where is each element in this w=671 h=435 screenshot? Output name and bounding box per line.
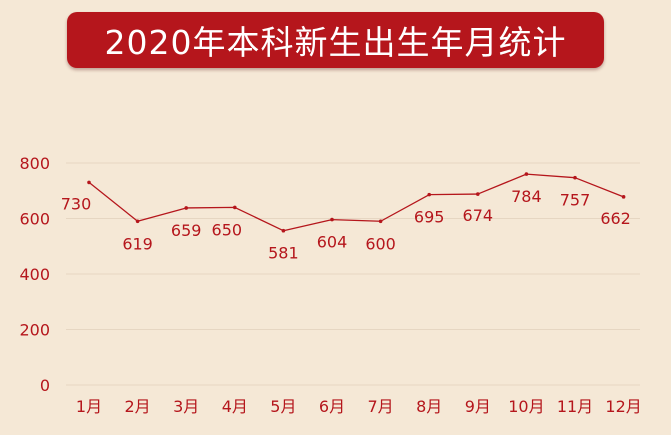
data-point (621, 195, 626, 199)
grid-lines (66, 162, 640, 386)
data-label: 784 (511, 187, 542, 206)
data-label: 757 (560, 191, 591, 210)
data-point (184, 206, 188, 210)
x-tick-label: 2月 (125, 397, 151, 416)
data-label: 650 (212, 220, 243, 239)
data-point (476, 192, 480, 196)
data-label: 695 (414, 208, 445, 227)
data-label: 674 (463, 206, 494, 225)
x-tick-label: 7月 (368, 397, 394, 416)
data-labels: 730 619 659 650 581 604 600 695 674 784 757 662 (61, 187, 631, 263)
x-tick-label: 11月 (557, 397, 593, 416)
x-tick-label: 9月 (465, 397, 491, 416)
data-label: 659 (171, 221, 202, 240)
y-tick-label: 800 (19, 154, 50, 173)
chart-title: 2020年本科新生出生年月统计 (104, 23, 567, 62)
data-point (330, 217, 334, 222)
data-point (573, 175, 577, 180)
data-label: 604 (317, 233, 348, 252)
data-label: 662 (600, 209, 631, 228)
title-banner: 2020年本科新生出生年月统计 (67, 12, 604, 68)
data-point (427, 192, 432, 197)
data-point (135, 219, 140, 224)
series-line (88, 173, 624, 232)
x-tick-label: 8月 (416, 397, 442, 416)
data-point (524, 172, 529, 176)
data-points (87, 172, 626, 233)
y-tick-label: 0 (40, 376, 50, 395)
x-axis-ticks: 1月 2月 3月 4月 5月 6月 7月 8月 9月 10月 11月 12月 (76, 397, 642, 416)
data-point (233, 205, 237, 210)
y-axis-ticks: 0 200 400 600 800 (19, 154, 50, 395)
y-tick-label: 600 (19, 210, 50, 229)
x-tick-label: 6月 (319, 397, 345, 416)
x-tick-label: 12月 (605, 397, 641, 416)
data-label: 581 (268, 244, 299, 263)
data-label: 619 (122, 234, 153, 253)
data-point (378, 219, 383, 224)
x-tick-label: 10月 (508, 397, 544, 416)
x-tick-label: 1月 (76, 397, 102, 416)
data-label: 730 (61, 194, 92, 213)
x-tick-label: 3月 (173, 397, 199, 416)
data-point (281, 228, 286, 233)
x-tick-label: 5月 (270, 397, 296, 416)
y-tick-label: 400 (19, 265, 50, 284)
data-point (87, 180, 91, 185)
y-tick-label: 200 (19, 321, 50, 340)
series-line-path (88, 173, 624, 232)
data-label: 600 (365, 234, 396, 253)
x-tick-label: 4月 (222, 397, 248, 416)
